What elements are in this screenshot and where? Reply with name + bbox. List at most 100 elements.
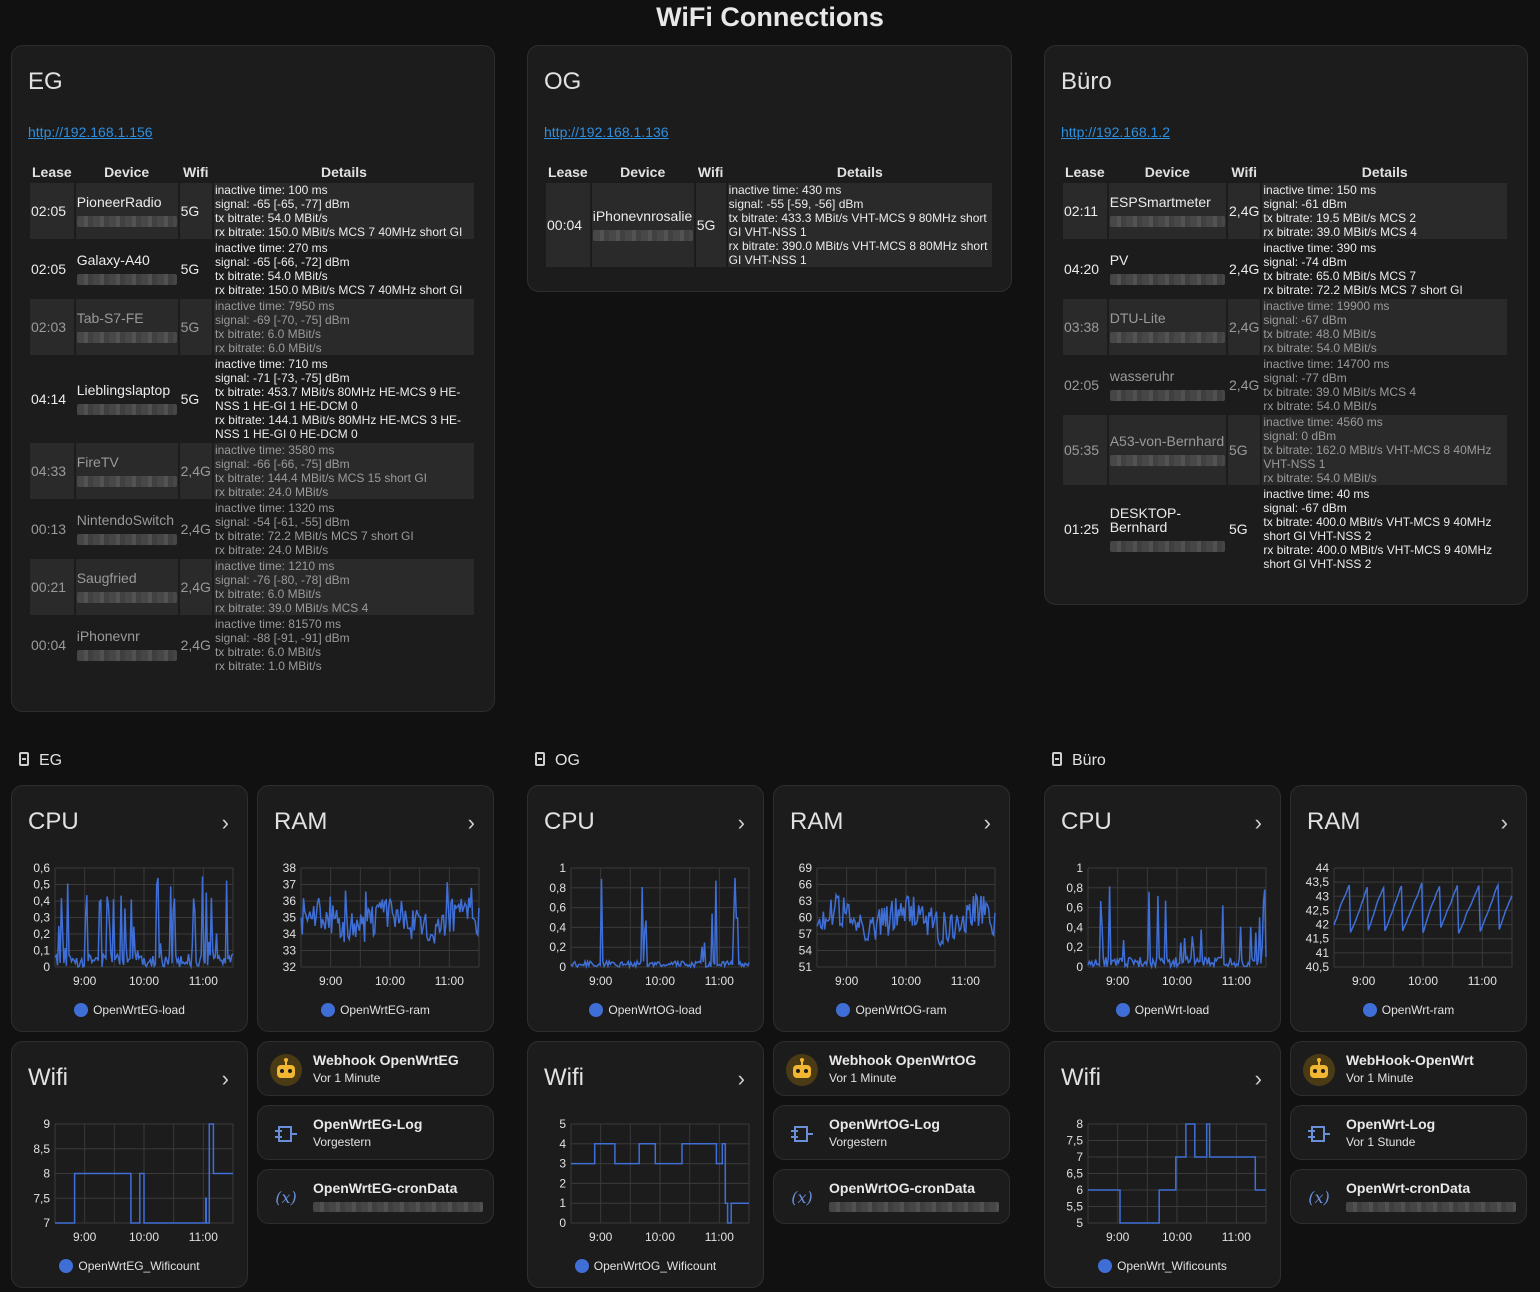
detail-line: tx bitrate: 453.7 MBit/s 80MHz HE-MCS 9 … <box>214 385 461 413</box>
y-tick-label: 69 <box>799 861 813 875</box>
device-name: Galaxy-A40 <box>76 252 150 268</box>
chart-legend[interactable]: OpenWrtEG-ram <box>258 1003 493 1017</box>
detail-line: inactive time: 81570 ms <box>214 617 341 631</box>
entity-card[interactable]: (x) OpenWrt-cronData <box>1290 1169 1527 1224</box>
column-header-device: Device <box>620 164 666 180</box>
detail-line: tx bitrate: 72.2 MBit/s MCS 7 short GI <box>214 529 414 543</box>
entity-card[interactable]: Webhook OpenWrtOG Vor 1 Minute <box>773 1041 1010 1096</box>
buero-cpu-card[interactable]: CPU › 1 0,8 0,6 0,4 0,2 0 9:00 10:00 11:00 OpenWrt-… <box>1044 785 1281 1032</box>
device-cell: Tab-S7-FE <box>75 299 178 355</box>
og-wifi-card[interactable]: Wifi › 5 4 3 2 1 0 9:00 10:00 11:00 OpenWrtOG_Wific… <box>527 1041 764 1288</box>
chevron-right-icon[interactable]: › <box>221 810 229 835</box>
chart-legend[interactable]: OpenWrt_Wificounts <box>1045 1259 1280 1273</box>
entity-icon-wrap <box>786 1054 818 1086</box>
detail-line: rx bitrate: 150.0 MBit/s MCS 7 40MHz sho… <box>214 283 463 297</box>
wifi-card-title: EG <box>28 68 63 95</box>
eg-wifi-card[interactable]: Wifi › 9 8,5 8 7,5 7 9:00 10:00 11:00 OpenWrtEG_Wi… <box>11 1041 248 1288</box>
chevron-right-icon[interactable]: › <box>983 810 991 835</box>
legend-label: OpenWrt-load <box>1134 1003 1210 1017</box>
detail-line: signal: 0 dBm <box>1263 429 1337 443</box>
graph-title: RAM <box>790 808 844 835</box>
entity-card[interactable]: (x) OpenWrtEG-cronData <box>257 1169 494 1224</box>
router-link[interactable]: http://192.168.1.2 <box>1061 124 1170 140</box>
details-cell: inactive time: 40 ms signal: -67 dBm tx bi… <box>1262 487 1507 571</box>
chart-legend[interactable]: OpenWrtOG_Wificount <box>528 1259 763 1273</box>
y-tick-label: 3 <box>559 1157 566 1171</box>
series-line <box>300 882 480 944</box>
band-cell: 5G <box>180 261 200 277</box>
x-tick-label: 9:00 <box>319 974 343 988</box>
y-tick-label: 0,6 <box>33 861 50 875</box>
entity-card[interactable]: WebHook-OpenWrt Vor 1 Minute <box>1290 1041 1527 1096</box>
detail-line: rx bitrate: 390.0 MBit/s VHT-MCS 8 80MHz… <box>728 239 988 267</box>
router-link[interactable]: http://192.168.1.156 <box>28 124 153 140</box>
chevron-right-icon[interactable]: › <box>467 810 475 835</box>
detail-line: tx bitrate: 39.0 MBit/s MCS 4 <box>1263 385 1417 399</box>
details-cell: inactive time: 81570 ms signal: -88 [-91,… <box>214 617 474 673</box>
y-tick-label: 54 <box>799 944 813 958</box>
detail-line: signal: -54 [-61, -55] dBm <box>214 515 350 529</box>
detail-line: rx bitrate: 54.0 MBit/s <box>1263 399 1377 413</box>
svg-text:(x): (x) <box>791 1188 813 1207</box>
y-tick-label: 7 <box>1076 1150 1083 1164</box>
entity-card[interactable]: (x) OpenWrtOG-cronData <box>773 1169 1010 1224</box>
entity-state: Vor 1 Minute <box>313 1071 381 1085</box>
table-row: 02:05 PioneerRadio 5G inactive time: 100 ms… <box>30 183 474 239</box>
lease-cell: 04:20 <box>1064 261 1100 277</box>
detail-line: rx bitrate: 144.1 MBit/s 80MHz HE-MCS 3 … <box>214 413 462 441</box>
chevron-right-icon[interactable]: › <box>221 1066 229 1091</box>
table-row: 00:04 iPhonevnrosalie 5G inactive time: 430… <box>546 183 992 267</box>
y-tick-label: 37 <box>283 878 297 892</box>
chart-legend[interactable]: OpenWrt-ram <box>1291 1003 1526 1017</box>
lease-cell: 04:33 <box>30 443 74 499</box>
entity-card[interactable]: OpenWrtOG-Log Vorgestern <box>773 1105 1010 1160</box>
router-link[interactable]: http://192.168.1.136 <box>544 124 669 140</box>
chart-legend[interactable]: OpenWrtEG_Wificount <box>12 1259 247 1273</box>
redacted-mac <box>76 592 177 603</box>
device-cell: iPhonevnr <box>76 617 178 673</box>
detail-line: signal: -74 dBm <box>1263 255 1347 269</box>
graph-title: CPU <box>28 808 79 835</box>
chart-legend[interactable]: OpenWrtEG-load <box>12 1003 247 1017</box>
details-cell: inactive time: 150 ms signal: -61 dBm tx b… <box>1262 183 1507 239</box>
redacted-mac <box>76 274 177 285</box>
legend-swatch <box>1115 1003 1130 1017</box>
lease-cell: 00:13 <box>31 521 67 537</box>
entity-state: Vor 1 Minute <box>1346 1071 1414 1085</box>
chart-legend[interactable]: OpenWrtOG-load <box>528 1003 763 1017</box>
device-name: A53-von-Bernhard <box>1109 433 1225 449</box>
band-cell: 2,4G <box>179 443 212 499</box>
details-cell: inactive time: 4560 ms signal: 0 dBm tx bi… <box>1262 415 1507 485</box>
details-cell: inactive time: 710 ms signal: -71 [-73, -… <box>214 357 474 441</box>
entity-card[interactable]: Webhook OpenWrtEG Vor 1 Minute <box>257 1041 494 1096</box>
og-ram-card[interactable]: RAM › 69 66 63 60 57 54 51 9:00 10:00 11:00 OpenWrtO… <box>773 785 1010 1032</box>
buero-ram-card[interactable]: RAM › 44 43,5 43 42,5 42 41,5 41 40,5 9:00 10:00 11:… <box>1290 785 1527 1032</box>
chevron-right-icon[interactable]: › <box>737 810 745 835</box>
chevron-right-icon[interactable]: › <box>737 1066 745 1091</box>
entity-icon-wrap <box>270 1118 302 1150</box>
buero-cpu-chart: 1 0,8 0,6 0,4 0,2 0 9:00 10:00 11:00 <box>1066 861 1267 988</box>
legend-label: OpenWrtEG-ram <box>340 1003 430 1017</box>
device-cell: Saugfried <box>75 559 178 615</box>
chevron-right-icon[interactable]: › <box>1254 1066 1262 1091</box>
eg-cpu-card[interactable]: CPU › 0,6 0,5 0,4 0,3 0,2 0,1 0 9:00 10:00 11:00 Ope… <box>11 785 248 1032</box>
og-cpu-card[interactable]: CPU › 1 0,8 0,6 0,4 0,2 0 9:00 10:00 11:00 OpenWrtO… <box>527 785 764 1032</box>
device-name: Lieblingslaptop <box>76 382 171 398</box>
chart-legend[interactable]: OpenWrt-load <box>1045 1003 1280 1017</box>
eg-ram-card[interactable]: RAM › 38 37 36 35 34 33 32 9:00 10:00 11:00 OpenWrtE… <box>257 785 494 1032</box>
buero-wifi-card[interactable]: Wifi › 8 7,5 7 6,5 6 5,5 5 9:00 10:00 11:00 OpenWrt_… <box>1044 1041 1281 1288</box>
y-tick-label: 42,5 <box>1306 903 1330 917</box>
entity-card[interactable]: OpenWrtEG-Log Vorgestern <box>257 1105 494 1160</box>
entity-card[interactable]: OpenWrt-Log Vor 1 Stunde <box>1290 1105 1527 1160</box>
y-tick-label: 33 <box>283 944 297 958</box>
redacted-value <box>829 1201 999 1212</box>
chevron-right-icon[interactable]: › <box>1254 810 1262 835</box>
y-tick-label: 44 <box>1316 861 1330 875</box>
y-tick-label: 7,5 <box>1066 1134 1083 1148</box>
redacted-mac <box>76 476 177 487</box>
chart-legend[interactable]: OpenWrtOG-ram <box>774 1003 1009 1017</box>
chevron-right-icon[interactable]: › <box>1500 810 1508 835</box>
detail-line: inactive time: 390 ms <box>1263 241 1377 255</box>
y-tick-label: 66 <box>799 878 813 892</box>
detail-line: tx bitrate: 6.0 MBit/s <box>214 587 321 601</box>
